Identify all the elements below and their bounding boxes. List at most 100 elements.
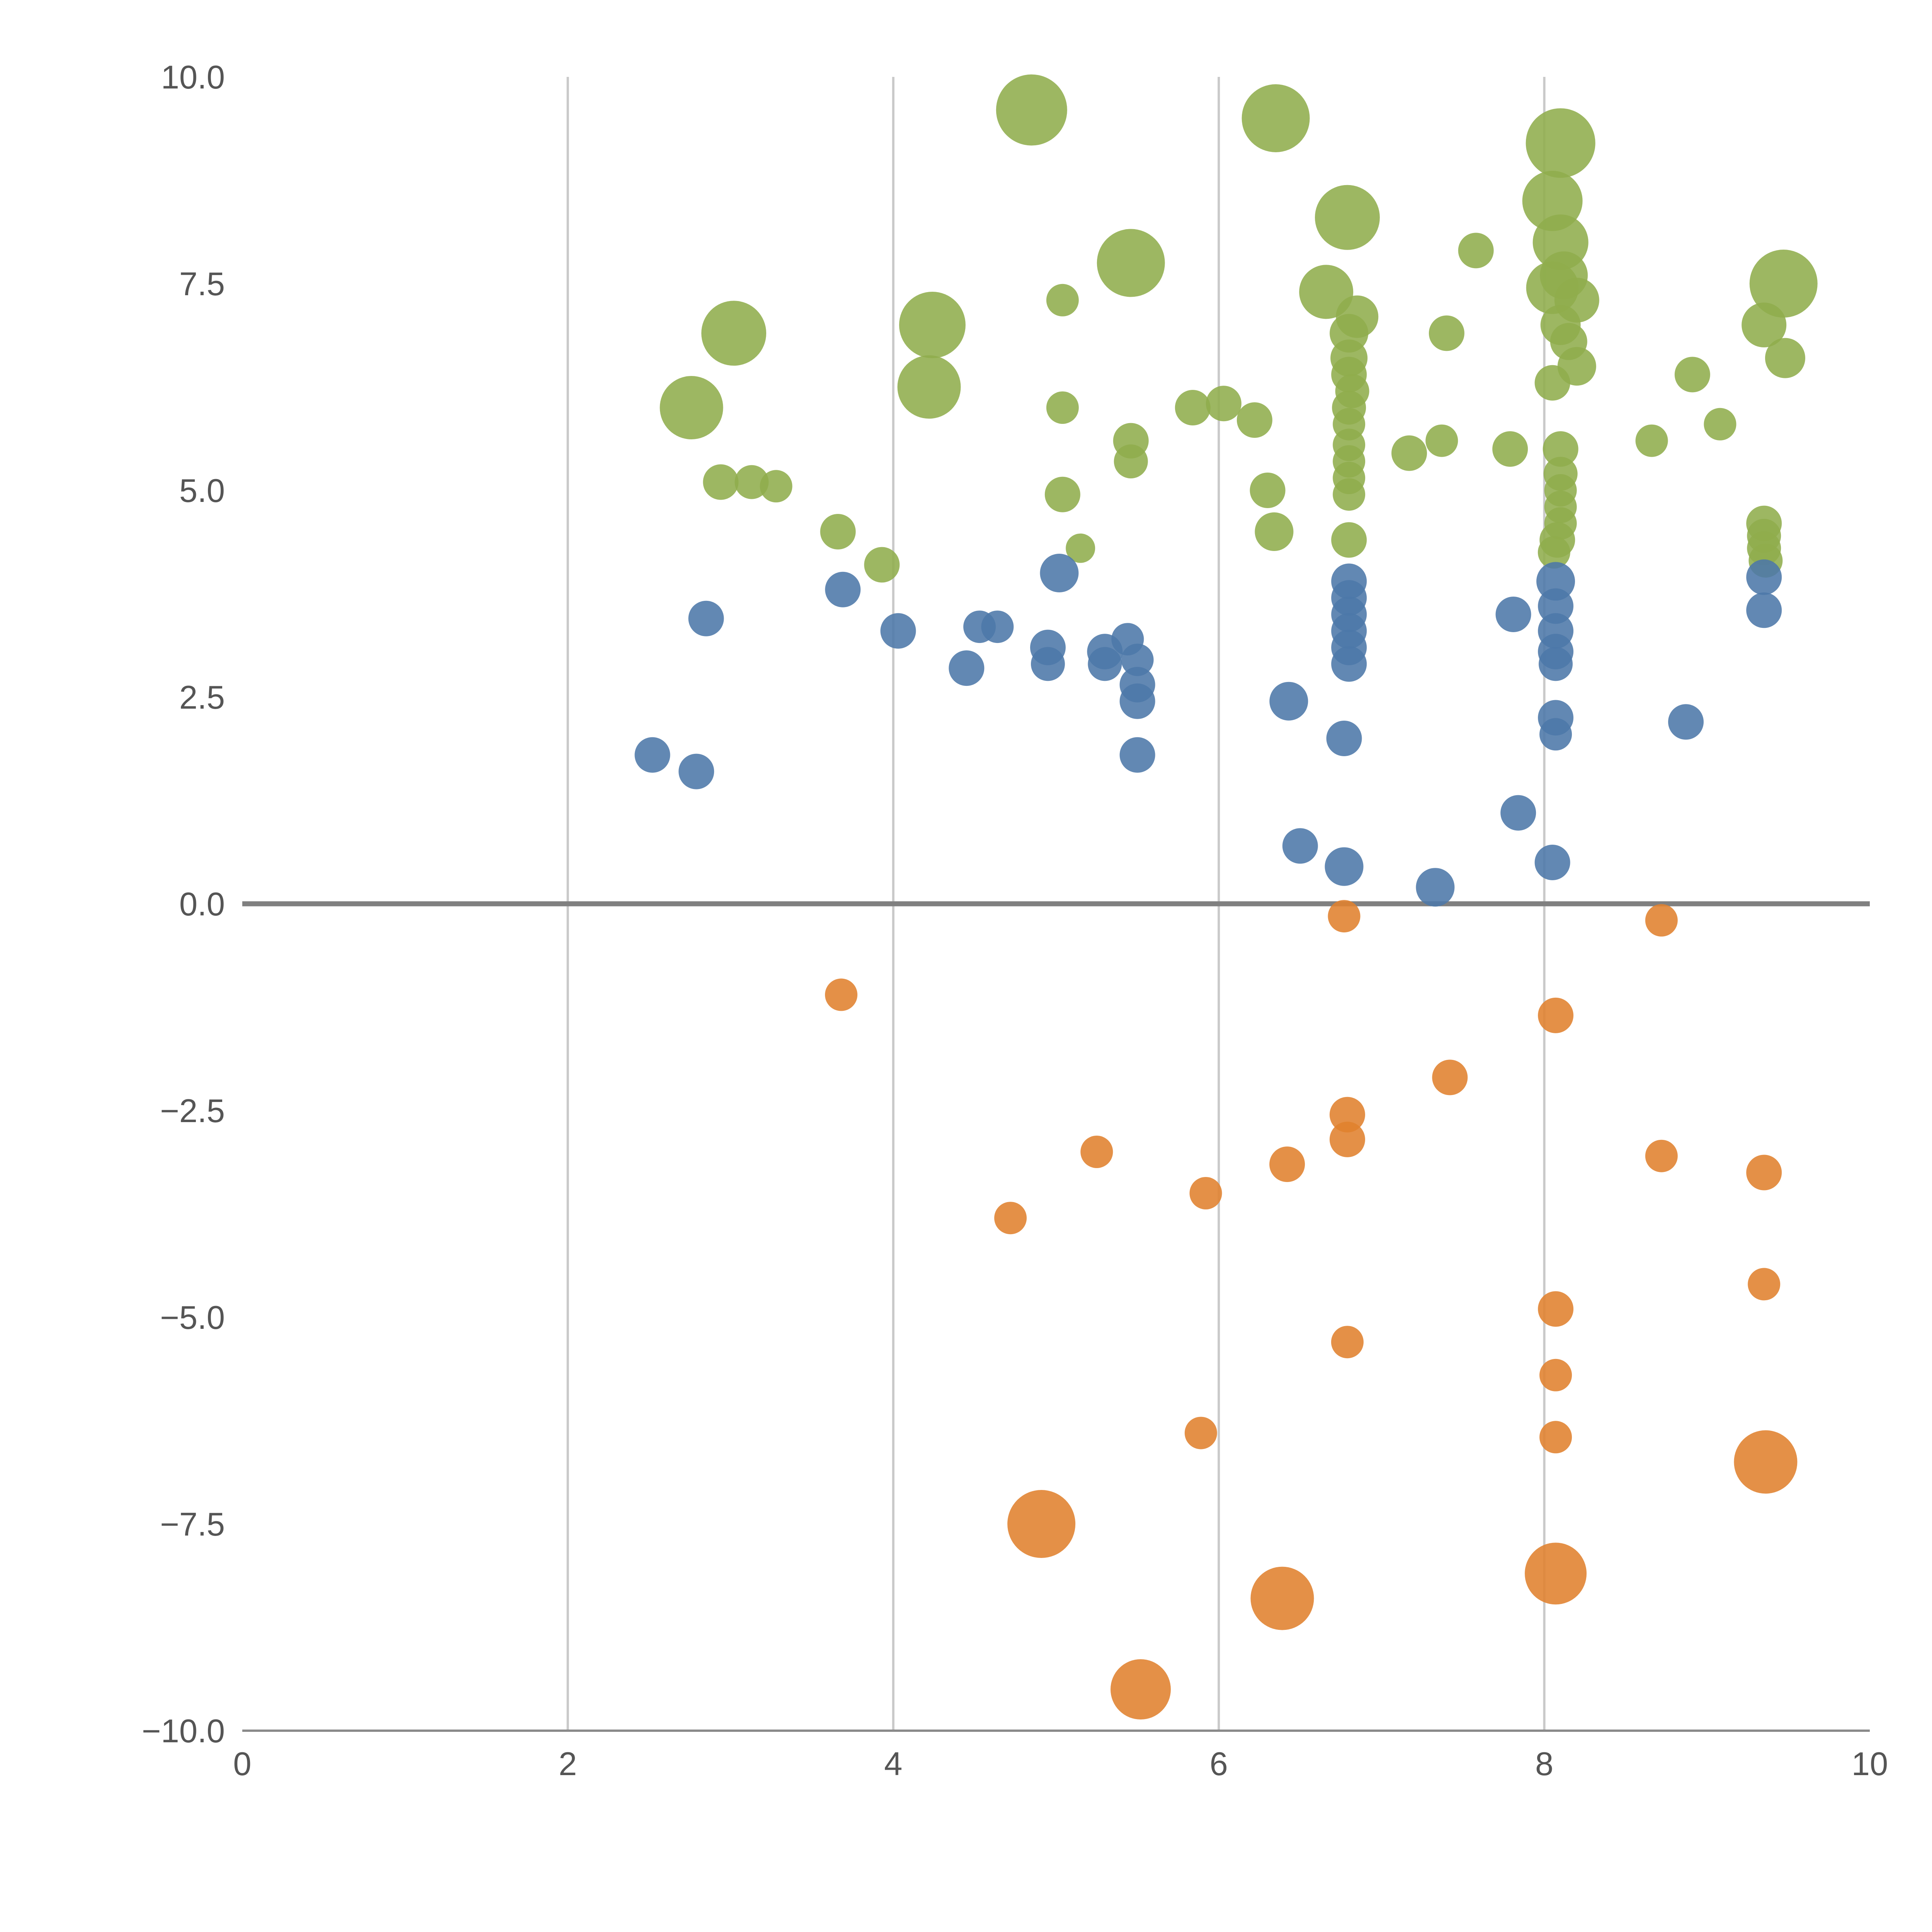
data-point-orange xyxy=(1525,1543,1587,1605)
data-point-green xyxy=(1331,522,1367,558)
data-point-blue xyxy=(1538,588,1574,624)
data-point-blue xyxy=(1282,828,1318,864)
y-tick-label: 0.0 xyxy=(179,886,225,923)
data-point-green xyxy=(1046,284,1079,316)
data-point-green xyxy=(1704,408,1736,440)
data-point-green xyxy=(820,514,856,549)
data-point-blue xyxy=(1088,647,1122,681)
data-point-blue xyxy=(1031,647,1065,681)
data-point-orange xyxy=(1538,1291,1574,1327)
data-point-green xyxy=(1537,536,1570,569)
data-point-green xyxy=(660,376,723,439)
data-point-green xyxy=(1742,303,1787,347)
y-tick-label: 7.5 xyxy=(179,266,225,303)
data-point-orange xyxy=(1184,1417,1217,1449)
data-point-orange xyxy=(1645,1139,1678,1172)
data-point-orange xyxy=(1250,1566,1314,1630)
y-tick-label: −7.5 xyxy=(160,1506,225,1543)
data-point-orange xyxy=(1645,904,1678,937)
data-point-blue xyxy=(1119,737,1155,773)
data-point-blue xyxy=(949,650,985,686)
data-point-blue xyxy=(679,753,714,789)
y-tick-label: 5.0 xyxy=(179,473,225,509)
data-point-green xyxy=(1206,386,1242,422)
x-tick-label: 8 xyxy=(1535,1746,1553,1782)
data-point-orange xyxy=(1331,1326,1364,1359)
data-point-green xyxy=(1765,338,1805,378)
data-point-blue xyxy=(1746,592,1782,628)
data-point-orange xyxy=(1080,1136,1113,1168)
data-point-green xyxy=(1315,185,1380,250)
data-point-green xyxy=(1114,444,1148,479)
data-point-green xyxy=(1635,424,1668,457)
data-point-orange xyxy=(1538,997,1574,1033)
data-point-blue xyxy=(1331,646,1367,682)
data-point-orange xyxy=(1111,1659,1171,1719)
data-point-green xyxy=(1255,512,1294,551)
data-point-blue xyxy=(1746,559,1782,595)
data-point-green xyxy=(1391,435,1427,471)
data-point-green xyxy=(1429,315,1464,351)
data-point-blue xyxy=(1119,683,1155,719)
data-point-orange xyxy=(1539,1421,1572,1454)
x-tick-label: 0 xyxy=(233,1746,251,1782)
data-point-blue xyxy=(981,611,1014,643)
data-point-orange xyxy=(1734,1430,1798,1494)
data-point-green xyxy=(1333,478,1366,511)
data-point-orange xyxy=(1329,1097,1365,1133)
x-tick-label: 2 xyxy=(559,1746,577,1782)
data-point-green xyxy=(899,292,966,358)
data-point-blue xyxy=(634,737,670,773)
data-point-green xyxy=(1175,390,1211,425)
data-point-orange xyxy=(1189,1177,1222,1209)
data-point-green xyxy=(1097,229,1165,297)
data-point-green xyxy=(1458,233,1494,269)
data-point-orange xyxy=(1748,1268,1781,1301)
data-point-green xyxy=(701,301,767,366)
data-point-green xyxy=(1066,533,1095,563)
data-point-blue xyxy=(1121,643,1154,676)
data-point-green xyxy=(1749,250,1818,318)
data-point-orange xyxy=(994,1202,1027,1235)
data-point-green xyxy=(1674,357,1710,393)
data-point-green xyxy=(703,464,739,500)
data-point-green xyxy=(1425,424,1458,457)
y-tick-label: −5.0 xyxy=(160,1299,225,1336)
data-point-green xyxy=(760,470,793,503)
data-point-orange xyxy=(1329,1121,1365,1157)
data-point-blue xyxy=(1326,721,1362,756)
data-point-blue xyxy=(1534,845,1570,880)
data-point-blue xyxy=(1668,704,1704,740)
y-tick-label: 10.0 xyxy=(161,59,225,96)
data-point-blue xyxy=(1536,562,1575,601)
data-point-orange xyxy=(1746,1155,1782,1190)
data-point-orange xyxy=(825,978,858,1011)
data-point-orange xyxy=(1007,1490,1076,1558)
y-tick-label: 2.5 xyxy=(179,679,225,716)
data-point-blue xyxy=(1325,847,1364,886)
data-point-green xyxy=(1044,476,1080,512)
data-point-green xyxy=(1250,473,1286,508)
data-point-green xyxy=(1543,431,1578,467)
data-point-orange xyxy=(1269,1146,1305,1182)
data-point-blue xyxy=(880,613,916,649)
data-point-green xyxy=(864,547,900,583)
data-point-green xyxy=(897,355,961,419)
y-tick-label: −2.5 xyxy=(160,1093,225,1129)
x-tick-label: 6 xyxy=(1210,1746,1228,1782)
data-point-blue xyxy=(825,571,861,607)
data-point-blue xyxy=(1539,647,1573,681)
data-point-green xyxy=(996,74,1067,146)
data-point-blue xyxy=(688,600,724,636)
data-point-green xyxy=(1242,84,1310,152)
y-tick-label: −10.0 xyxy=(142,1713,225,1750)
data-point-green xyxy=(1492,431,1528,467)
data-point-blue xyxy=(1040,554,1079,592)
data-point-blue xyxy=(1416,868,1455,907)
data-point-blue xyxy=(1269,682,1308,721)
data-point-blue xyxy=(1495,597,1531,632)
data-point-orange xyxy=(1539,1359,1572,1391)
